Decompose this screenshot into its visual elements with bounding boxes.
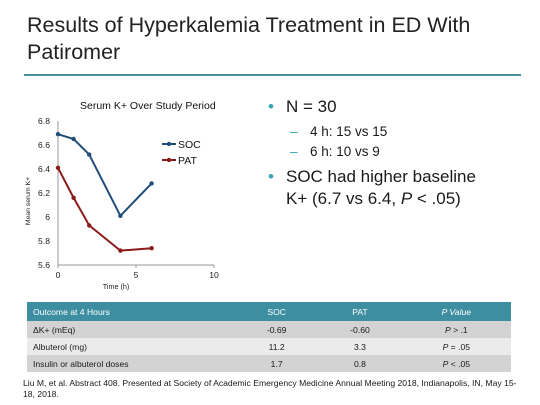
- legend-marker-pat: [166, 157, 172, 163]
- chart-title: Serum K+ Over Study Period: [80, 100, 216, 112]
- y-axis-label: Mean serum K+: [25, 177, 32, 225]
- header-p-value: P Value: [401, 302, 511, 321]
- cell-pat: 3.3: [318, 338, 402, 355]
- bullet-n-text: N = 30: [286, 97, 337, 116]
- table-header-row: Outcome at 4 Hours SOC PAT P Value: [27, 302, 511, 321]
- table-row: Albuterol (mg) 11.2 3.3 P = .05: [27, 338, 511, 355]
- bullet-dot-icon: •: [268, 167, 274, 186]
- table-row: Insulin or albuterol doses 1.7 0.8 P < .…: [27, 355, 511, 372]
- cell-outcome: Albuterol (mg): [27, 338, 235, 355]
- header-pat: PAT: [318, 302, 402, 321]
- data-point-soc: [149, 181, 154, 186]
- data-point-soc: [55, 132, 61, 137]
- chart: Serum K+ Over Study Period 5.6 5.8 6 6.2 6.4…: [20, 92, 240, 302]
- sub-bullet-6h-text: 6 h: 10 vs 9: [310, 144, 380, 159]
- x-tick-label: 0: [56, 270, 61, 280]
- bullet-soc-line2-pre: K+ (6.7 vs 6.4,: [286, 189, 401, 208]
- data-point-pat: [149, 246, 154, 251]
- x-tick-label: 10: [209, 270, 219, 280]
- y-tick-label: 6: [45, 212, 50, 222]
- data-point-pat: [87, 223, 92, 228]
- cell-p-value: < .05: [448, 358, 471, 369]
- cell-outcome: Insulin or albuterol doses: [27, 355, 235, 372]
- bullet-dot-icon: •: [268, 97, 274, 116]
- dash-icon: –: [290, 124, 298, 139]
- outcome-table: Outcome at 4 Hours SOC PAT P Value ΔK+ (…: [27, 302, 511, 372]
- data-point-pat: [71, 195, 76, 200]
- cell-p-value: > .1: [450, 324, 468, 335]
- sub-bullet-6h: – 6 h: 10 vs 9: [268, 142, 528, 162]
- header-soc: SOC: [235, 302, 319, 321]
- cell-p-label: P: [444, 324, 451, 335]
- y-tick-label: 6.2: [38, 188, 50, 198]
- cell-soc: 11.2: [235, 338, 319, 355]
- table-row: ΔK+ (mEq) -0.69 -0.60 P > .1: [27, 321, 511, 338]
- y-tick-label: 6.4: [38, 164, 50, 174]
- x-tick-label: 5: [134, 270, 139, 280]
- citation: Liu M, et al. Abstract 408. Presented at…: [23, 378, 517, 399]
- bullet-soc: • SOC had higher baseline K+ (6.7 vs 6.4…: [268, 166, 528, 210]
- cell-p-label: P: [442, 341, 449, 352]
- cell-pat: 0.8: [318, 355, 402, 372]
- data-point-soc: [87, 152, 92, 157]
- legend-label-soc: SOC: [178, 139, 201, 151]
- bullet-list: • N = 30 – 4 h: 15 vs 15 – 6 h: 10 vs 9 …: [268, 96, 528, 210]
- y-tick-label: 5.8: [38, 236, 50, 246]
- x-axis-label: Time (h): [103, 282, 130, 291]
- bullet-soc-line1: SOC had higher baseline: [286, 167, 476, 186]
- y-tick-label: 6.8: [38, 116, 50, 126]
- header-outcome: Outcome at 4 Hours: [27, 302, 235, 321]
- sub-bullet-4h-text: 4 h: 15 vs 15: [310, 124, 388, 139]
- series-line-pat: [57, 167, 152, 252]
- data-point-pat: [118, 248, 123, 253]
- y-tick-label: 6.6: [38, 140, 50, 150]
- cell-p-value: = .05: [448, 341, 471, 352]
- cell-p: P = .05: [401, 338, 511, 355]
- bullet-n: • N = 30: [268, 96, 528, 118]
- dash-icon: –: [290, 144, 298, 159]
- legend-label-pat: PAT: [178, 155, 197, 167]
- data-point-pat: [55, 165, 61, 170]
- cell-p-label: P: [442, 358, 449, 369]
- cell-p: P < .05: [401, 355, 511, 372]
- data-point-soc: [118, 213, 123, 218]
- y-tick-label: 5.6: [38, 260, 50, 270]
- legend-marker-soc: [166, 141, 172, 147]
- cell-soc: 1.7: [235, 355, 319, 372]
- slide-title: Results of Hyperkalemia Treatment in ED …: [27, 13, 471, 64]
- series-line-soc: [57, 133, 153, 218]
- header-p-value-text: P Value: [441, 306, 472, 317]
- bullet-soc-p: P: [400, 189, 413, 208]
- cell-soc: -0.69: [235, 321, 319, 338]
- chart-svg: 5.6 5.8 6 6.2 6.4 6.6 6.8 0 5 10 Time (h) Mean seru…: [25, 116, 219, 291]
- bullet-soc-line2-post: < .05): [412, 189, 461, 208]
- cell-outcome: ΔK+ (mEq): [27, 321, 235, 338]
- cell-p: P > .1: [401, 321, 511, 338]
- title-divider: [24, 74, 521, 76]
- data-point-soc: [71, 136, 76, 142]
- sub-bullet-4h: – 4 h: 15 vs 15: [268, 122, 528, 142]
- cell-pat: -0.60: [318, 321, 402, 338]
